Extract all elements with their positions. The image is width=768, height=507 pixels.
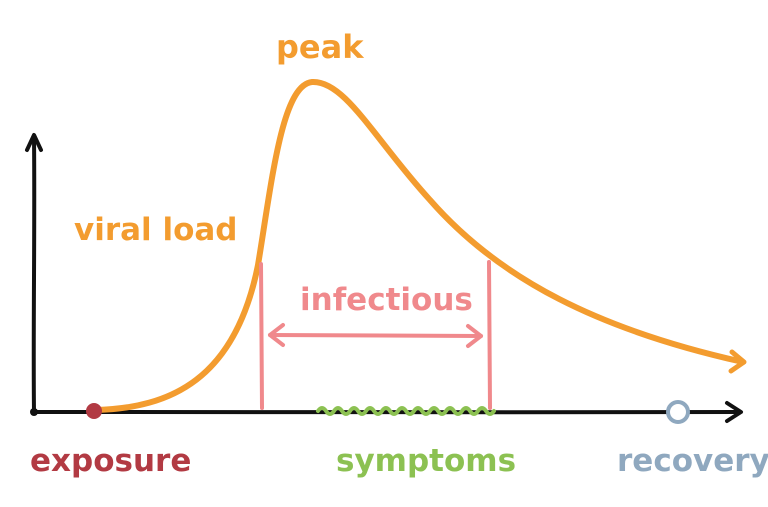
- infectious-window: [259, 260, 492, 410]
- infectious-end-line: [487, 260, 492, 410]
- recovery-label: recovery: [617, 443, 768, 479]
- x-axis: [32, 409, 742, 415]
- infectious-arrowhead-left: [268, 323, 285, 347]
- exposure-label: exposure: [30, 443, 191, 479]
- recovery-marker: [666, 400, 690, 424]
- y-axis-arrowhead: [25, 133, 43, 152]
- symptoms-label: symptoms: [336, 443, 516, 479]
- viral-load-curve: [93, 78, 746, 413]
- viral-load-curve-arrowhead: [728, 349, 747, 374]
- infectious-start-line: [259, 262, 264, 410]
- viral-load-label: viral load: [74, 212, 238, 248]
- infectious-label: infectious: [300, 282, 473, 318]
- peak-label: peak: [276, 28, 364, 66]
- infectious-span-arrow: [268, 333, 483, 338]
- y-axis: [31, 135, 37, 414]
- symptoms-wave: [316, 406, 496, 416]
- axes: [25, 133, 743, 423]
- infectious-arrowhead-right: [466, 324, 483, 348]
- x-axis-arrowhead: [725, 401, 743, 423]
- exposure-marker: [86, 403, 102, 419]
- viral-load-curve-group: [93, 78, 747, 413]
- origin-dot: [30, 408, 38, 416]
